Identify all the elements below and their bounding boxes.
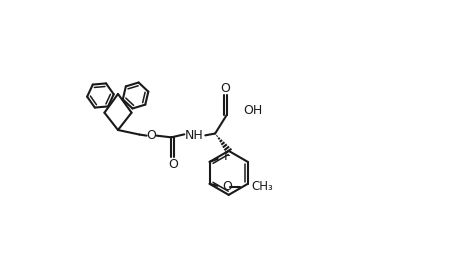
Text: OH: OH (243, 104, 263, 117)
Text: CH₃: CH₃ (251, 180, 274, 193)
Text: NH: NH (185, 129, 204, 142)
Text: F: F (224, 150, 231, 163)
Text: O: O (147, 129, 157, 142)
Text: O: O (168, 158, 178, 171)
Text: O: O (220, 81, 230, 95)
Text: O: O (223, 180, 233, 193)
